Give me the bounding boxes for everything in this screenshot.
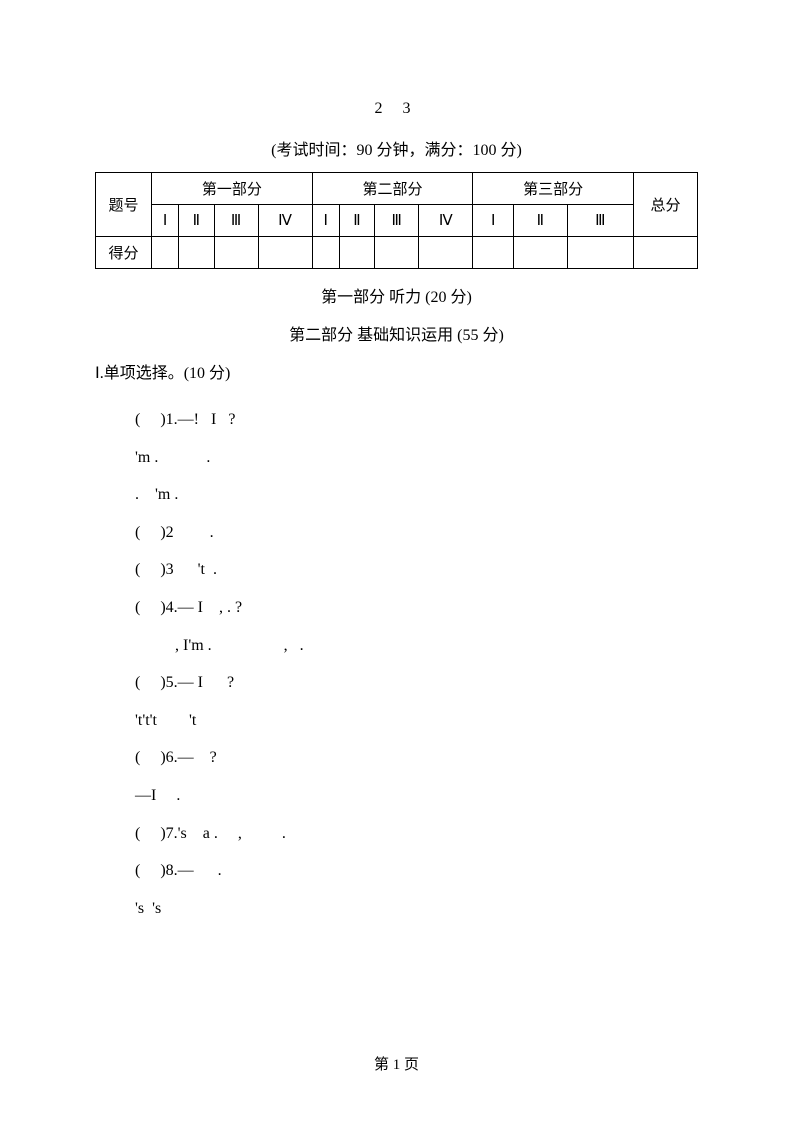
score-cell (514, 237, 568, 269)
header-numbers: 2 3 (95, 100, 698, 118)
question-line: 'm . . (135, 439, 698, 477)
score-cell (152, 237, 179, 269)
row-label-number: 题号 (96, 173, 152, 237)
score-table: 题号 第一部分 第二部分 第三部分 总分 Ⅰ Ⅱ Ⅲ Ⅳ Ⅰ Ⅱ Ⅲ Ⅳ Ⅰ Ⅱ… (95, 172, 698, 269)
score-cell (473, 237, 514, 269)
score-cell (419, 237, 473, 269)
question-line: 't't't 't (135, 702, 698, 740)
section-2-title: 第二部分 基础知识运用 (55 分) (95, 321, 698, 345)
section-1-title: 第一部分 听力 (20 分) (95, 283, 698, 307)
score-cell (312, 237, 339, 269)
score-cell (258, 237, 312, 269)
table-row: Ⅰ Ⅱ Ⅲ Ⅳ Ⅰ Ⅱ Ⅲ Ⅳ Ⅰ Ⅱ Ⅲ (96, 205, 698, 237)
roman-cell: Ⅰ (152, 205, 179, 237)
score-cell (634, 237, 698, 269)
table-row: 题号 第一部分 第二部分 第三部分 总分 (96, 173, 698, 205)
score-cell (375, 237, 419, 269)
roman-cell: Ⅱ (514, 205, 568, 237)
page-footer: 第 1 页 (0, 1053, 793, 1074)
score-cell (214, 237, 258, 269)
question-line: ( )7.'s a . , . (135, 815, 698, 853)
question-line: . 'm . (135, 476, 698, 514)
question-line: , I'm . , . (135, 627, 698, 665)
question-line: ( )5.— I ? (135, 664, 698, 702)
roman-cell: Ⅱ (179, 205, 215, 237)
question-line: —I . (135, 777, 698, 815)
total-header: 总分 (634, 173, 698, 237)
part1-header: 第一部分 (152, 173, 313, 205)
subsection-title: Ⅰ.单项选择。(10 分) (95, 359, 698, 383)
roman-cell: Ⅳ (419, 205, 473, 237)
roman-cell: Ⅲ (567, 205, 633, 237)
question-line: ( )8.— . (135, 852, 698, 890)
roman-cell: Ⅰ (312, 205, 339, 237)
question-line: ( )6.— ? (135, 739, 698, 777)
part2-header: 第二部分 (312, 173, 473, 205)
question-line: ( )1.—! I ? (135, 401, 698, 439)
score-cell (567, 237, 633, 269)
question-line: ( )3 't . (135, 551, 698, 589)
questions-block: ( )1.—! I ? 'm . . . 'm . ( )2 . ( )3 't… (95, 401, 698, 927)
roman-cell: Ⅲ (214, 205, 258, 237)
question-line: ( )4.— I , . ? (135, 589, 698, 627)
row-label-score: 得分 (96, 237, 152, 269)
score-cell (179, 237, 215, 269)
roman-cell: Ⅱ (339, 205, 375, 237)
exam-info: (考试时间：90 分钟，满分：100 分) (95, 136, 698, 160)
roman-cell: Ⅰ (473, 205, 514, 237)
part3-header: 第三部分 (473, 173, 634, 205)
question-line: ( )2 . (135, 514, 698, 552)
question-line: 's 's (135, 890, 698, 928)
table-row: 得分 (96, 237, 698, 269)
roman-cell: Ⅲ (375, 205, 419, 237)
score-cell (339, 237, 375, 269)
roman-cell: Ⅳ (258, 205, 312, 237)
